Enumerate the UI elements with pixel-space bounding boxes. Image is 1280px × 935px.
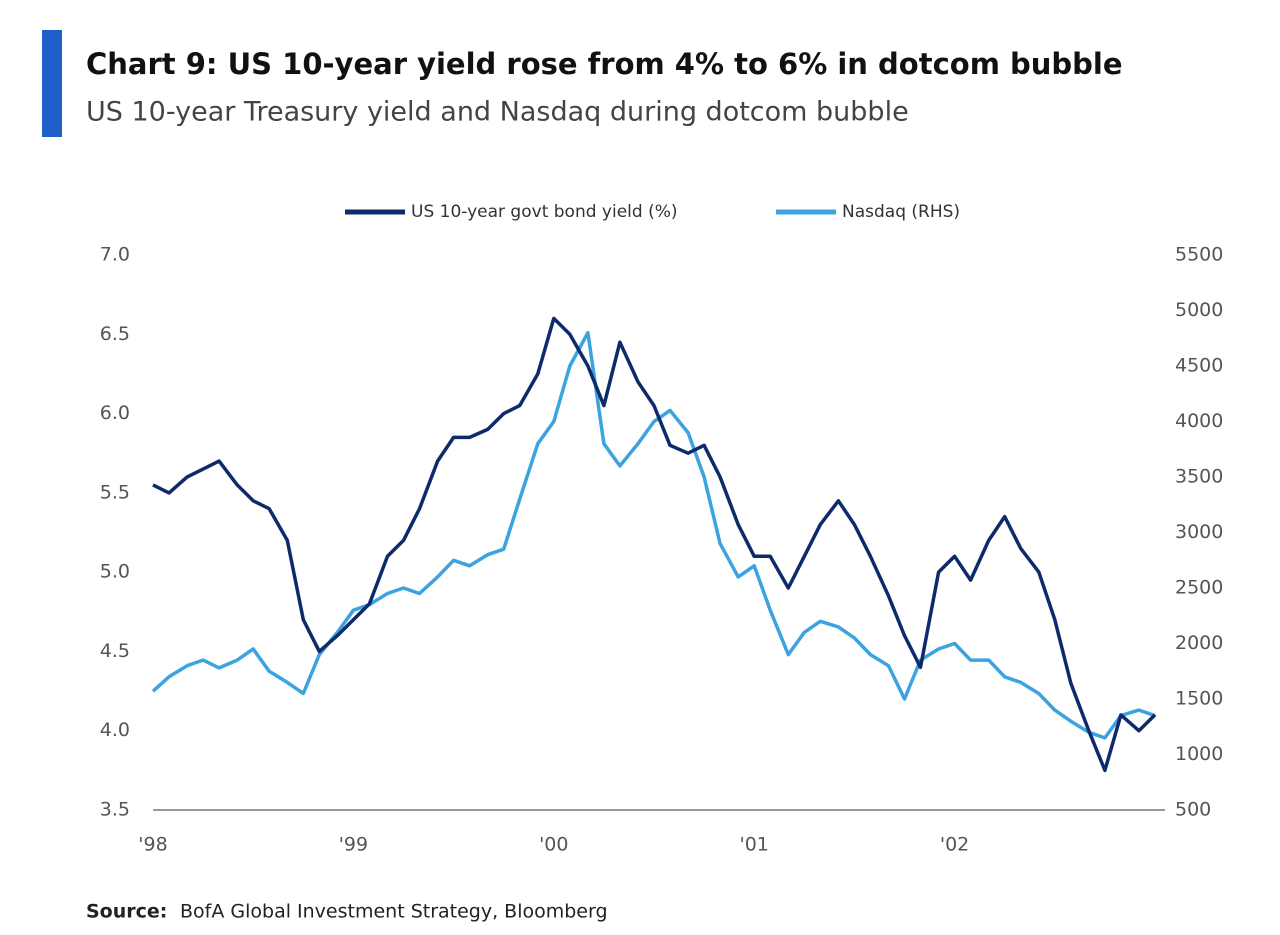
x-tick-label: '99 xyxy=(339,834,368,856)
y-tick-label: 3.5 xyxy=(100,799,130,821)
y2-tick-label: 1500 xyxy=(1175,688,1223,710)
y2-tick-label: 3000 xyxy=(1175,521,1223,543)
x-tick-label: '00 xyxy=(539,834,568,856)
y-tick-label: 4.0 xyxy=(100,719,130,741)
x-tick-label: '98 xyxy=(138,834,167,856)
series-line xyxy=(151,330,1156,740)
y2-tick-label: 4000 xyxy=(1175,410,1223,432)
source-label: Source: xyxy=(86,901,167,923)
y2-tick-label: 1000 xyxy=(1175,743,1223,765)
y2-tick-label: 2500 xyxy=(1175,577,1223,599)
series-line xyxy=(152,316,1157,773)
x-tick-label: '02 xyxy=(940,834,969,856)
y-tick-label: 6.5 xyxy=(100,323,130,345)
y2-tick-label: 5000 xyxy=(1175,299,1223,321)
legend-label: Nasdaq (RHS) xyxy=(842,202,960,222)
y2-tick-label: 3500 xyxy=(1175,466,1223,488)
y2-tick-label: 4500 xyxy=(1175,355,1223,377)
x-tick-label: '01 xyxy=(739,834,768,856)
chart-subtitle: US 10-year Treasury yield and Nasdaq dur… xyxy=(86,97,909,128)
y-tick-label: 5.5 xyxy=(100,481,130,503)
title-bar xyxy=(42,30,62,137)
source: BofA Global Investment Strategy, Bloombe… xyxy=(180,901,608,923)
y-tick-label: 4.5 xyxy=(100,640,130,662)
chart-title: Chart 9: US 10-year yield rose from 4% t… xyxy=(86,47,1123,81)
y2-tick-label: 5500 xyxy=(1175,244,1223,266)
legend-label: US 10-year govt bond yield (%) xyxy=(411,202,678,222)
y2-tick-label: 2000 xyxy=(1175,632,1223,654)
y2-tick-label: 500 xyxy=(1175,799,1211,821)
y-tick-label: 5.0 xyxy=(100,561,130,583)
y-tick-label: 7.0 xyxy=(100,244,130,266)
y-tick-label: 6.0 xyxy=(100,402,130,424)
